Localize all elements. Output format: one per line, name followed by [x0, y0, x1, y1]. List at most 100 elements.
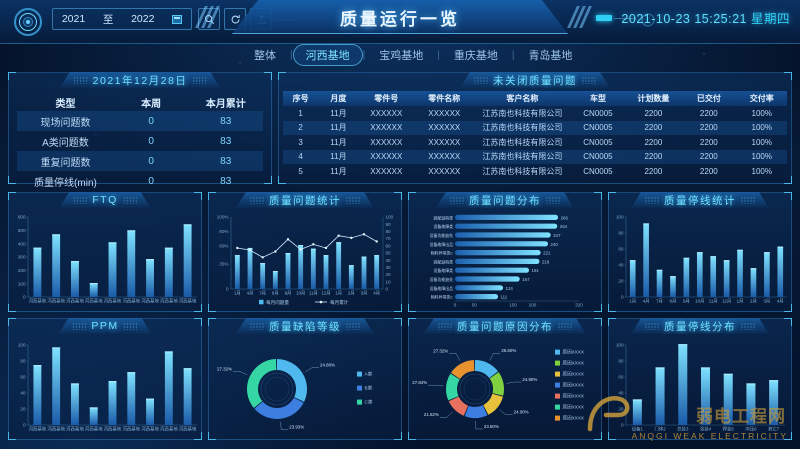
tab-separator: | — [290, 49, 293, 61]
svg-text:90: 90 — [386, 222, 392, 227]
legend-swatch — [357, 399, 362, 405]
tab-chongqing-base[interactable]: 重庆基地 — [453, 50, 498, 62]
svg-text:其它7: 其它7 — [768, 426, 780, 433]
row-month: 83 — [220, 115, 232, 127]
svg-text:河西基地: 河西基地 — [66, 426, 84, 433]
svg-text:B类: B类 — [365, 385, 373, 392]
svg-text:27.32%: 27.32% — [433, 348, 448, 353]
cell-index: 3 — [298, 137, 303, 147]
svg-text:1月: 1月 — [335, 291, 342, 297]
table-row[interactable]: 4 11月 XXXXXX XXXXXX 江苏南也科技有限公司 CN0005 22… — [283, 149, 787, 164]
date-range-picker[interactable]: 2021 至 2022 — [52, 8, 192, 30]
row-type: 重复问题数 — [40, 157, 91, 169]
table-row[interactable]: 现场问题数 0 83 — [17, 111, 263, 131]
datetime-value: 2021-10-23 15:25:21 — [621, 12, 747, 26]
tab-overall[interactable]: 整体 — [254, 50, 276, 62]
svg-text:冲压6: 冲压6 — [745, 426, 757, 433]
summary-col-type: 类型 — [55, 98, 76, 110]
ftq-chart[interactable]: 0100200300400500600河西基地 河西基地 河西基地 河西基地 河西基地河… — [9, 209, 203, 313]
bar — [89, 407, 98, 425]
downtime-stats-chart[interactable]: 0 20 40 60 80 100 1月 4月 7月 8月 9月 10月 11月 12月 1月 2月 3月 4月 — [609, 209, 793, 313]
cell-part-name: XXXXXX — [428, 152, 461, 162]
date-to-value[interactable]: 2022 — [131, 13, 155, 25]
table-row[interactable]: 重复问题数 0 83 — [17, 151, 263, 171]
svg-text:20: 20 — [618, 407, 624, 412]
svg-text:总装3: 总装3 — [677, 426, 689, 433]
pie-slice — [489, 372, 504, 396]
svg-text:设备功能缺失: 设备功能缺失 — [430, 277, 453, 282]
svg-text:60: 60 — [386, 243, 392, 248]
bar — [183, 224, 192, 297]
svg-text:60%: 60% — [219, 243, 228, 248]
cell-part-no: XXXXXX — [370, 108, 403, 118]
pie-slice — [464, 405, 488, 418]
downtime-stats-title-label: 质量停线统计 — [664, 194, 736, 207]
downtime-distribution-chart[interactable]: 0 20 40 60 80 100 设备1 门体2 总装3 涂装4 焊装5 冲压6 其它7 — [609, 335, 793, 441]
calendar-icon[interactable] — [172, 14, 183, 24]
bar — [746, 383, 756, 425]
cell-delivered: 2200 — [699, 123, 718, 133]
svg-text:7月: 7月 — [656, 299, 663, 305]
svg-text:0: 0 — [454, 303, 457, 308]
svg-text:264: 264 — [560, 224, 568, 229]
cell-month: 11月 — [330, 152, 347, 162]
cell-delivered: 2200 — [699, 137, 718, 147]
cause-distribution-chart[interactable]: 26.60% 24.80% 24.00% 23.50% 21.52% 27.84% 27.3… — [409, 335, 603, 441]
date-from-value[interactable]: 2021 — [61, 13, 86, 25]
table-row[interactable]: 3 11月 XXXXXX XXXXXX 江苏南也科技有限公司 CN0005 22… — [283, 135, 787, 150]
bar — [696, 252, 703, 297]
decor-circle-icon — [641, 13, 655, 27]
svg-text:2月: 2月 — [750, 299, 757, 305]
issue-distribution-chart[interactable]: 0 50 150 200 320 装配缺陷类 266 设备故障类 264 设备功能缺失 247 设备故… — [409, 209, 603, 313]
col-delivered: 已交付 — [696, 94, 721, 103]
svg-text:60: 60 — [618, 247, 624, 252]
svg-text:河西基地: 河西基地 — [179, 426, 197, 433]
tab-baoji-base[interactable]: 宝鸡基地 — [379, 50, 424, 62]
svg-text:20: 20 — [386, 272, 392, 277]
cell-model: CN0005 — [583, 123, 613, 133]
tab-hexi-base[interactable]: 河西基地 — [292, 44, 363, 66]
bar — [632, 399, 642, 425]
svg-text:150: 150 — [509, 303, 517, 308]
svg-text:200: 200 — [529, 303, 537, 308]
table-row[interactable]: 质量停线(min) 0 83 — [17, 171, 263, 191]
bar — [455, 267, 530, 273]
col-delivery-rate: 交付率 — [749, 94, 774, 103]
defect-grade-chart[interactable]: 24.80% 23.93% 27.32% A类 B类 C类 — [209, 335, 403, 441]
issue-stats-chart[interactable]: 0 35% 60% 80% 100% 0 10 20 30 40 50 60 70 80 90 100 1月 4月… — [209, 209, 403, 313]
table-row[interactable]: A类问题数 0 83 — [17, 131, 263, 151]
defect-grade-panel-title: 质量缺陷等级 — [236, 318, 374, 334]
cell-delivery-rate: 100% — [751, 152, 772, 162]
svg-text:40: 40 — [618, 391, 624, 396]
summary-panel-title: 2021年12月28日 — [60, 72, 221, 88]
svg-text:300: 300 — [18, 255, 26, 260]
svg-text:100: 100 — [386, 215, 394, 220]
table-row[interactable]: 1 11月 XXXXXX XXXXXX 江苏南也科技有限公司 CN0005 22… — [283, 106, 787, 121]
tab-qingdao-base[interactable]: 青岛基地 — [528, 50, 573, 62]
svg-text:247: 247 — [553, 233, 561, 238]
svg-text:27.32%: 27.32% — [217, 366, 232, 371]
issue-distribution-panel: 质量问题分布 0 50 150 200 320 装配缺陷类 266 设备故障类 264 设备功能缺… — [408, 192, 602, 312]
downtime-distribution-panel-title: 质量停线分布 — [631, 318, 769, 334]
table-row[interactable]: 2 11月 XXXXXX XXXXXX 江苏南也科技有限公司 CN0005 22… — [283, 120, 787, 135]
bar — [723, 373, 733, 425]
svg-text:111: 111 — [501, 295, 508, 300]
bar — [323, 255, 329, 289]
svg-text:原因XXXX: 原因XXXX — [563, 416, 584, 422]
cell-index: 2 — [298, 123, 303, 133]
svg-text:50: 50 — [472, 303, 478, 308]
svg-text:4月: 4月 — [643, 299, 650, 305]
datetime-display: 2021-10-23 15:25:21 星期四 — [621, 8, 790, 27]
cell-delivery-rate: 100% — [751, 123, 772, 133]
cell-model: CN0005 — [583, 152, 613, 162]
bar — [164, 351, 173, 425]
issue-distribution-panel-title: 质量问题分布 — [436, 192, 574, 208]
bar — [750, 268, 757, 297]
svg-text:河西基地: 河西基地 — [47, 298, 65, 305]
svg-text:设备故障出品: 设备故障出品 — [430, 242, 453, 247]
table-row[interactable]: 5 11月 XXXXXX XXXXXX 江苏南也科技有限公司 CN0005 22… — [283, 164, 787, 179]
watermark-en: ANQGI WEAK ELECTRICITY — [631, 431, 788, 441]
summary-date-label: 2021年12月28日 — [92, 74, 188, 87]
svg-text:设备功能缺失: 设备功能缺失 — [430, 233, 453, 238]
